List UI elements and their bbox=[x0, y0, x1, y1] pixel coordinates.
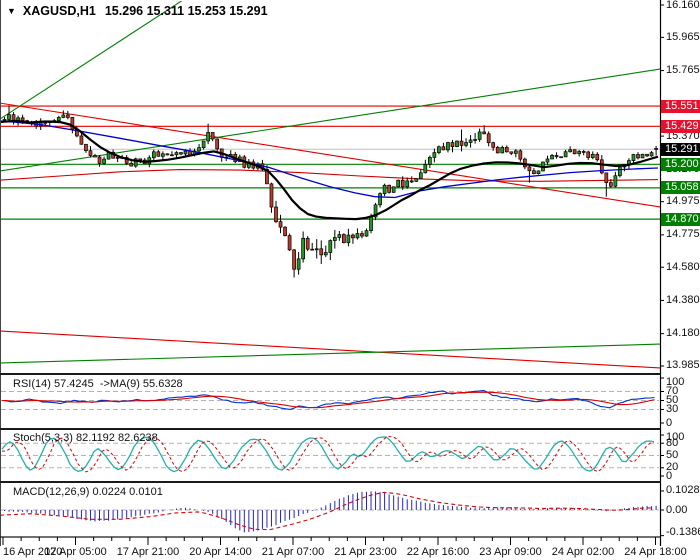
ohlc-readout: 15.296 15.311 15.253 15.291 bbox=[104, 4, 268, 18]
main-price-pane[interactable] bbox=[0, 0, 660, 369]
rsi-pane[interactable] bbox=[1, 389, 659, 410]
time-axis-label: 16 Apr 2020 bbox=[3, 546, 63, 558]
time-axis-label: 24 Apr 02:00 bbox=[551, 546, 615, 558]
rsi-indicator-label: RSI(14) 57.4245 ->MA(9) 55.6328 bbox=[13, 378, 183, 390]
indicator-scale-label: 0.1028 bbox=[666, 484, 700, 497]
price-tick-label: 14.775 bbox=[666, 228, 700, 241]
indicator-scale-label: 0 bbox=[666, 416, 673, 429]
indicator-scale-label: 100 bbox=[666, 376, 685, 388]
macd-pane[interactable] bbox=[0, 491, 659, 533]
time-axis-label: 22 Apr 16:00 bbox=[406, 546, 470, 558]
indicator-scale-label: 50 bbox=[666, 449, 679, 461]
price-badge: 15.058 bbox=[661, 181, 700, 195]
price-badge: 15.200 bbox=[661, 157, 700, 171]
indicator-scale-label: 70 bbox=[666, 385, 679, 397]
indicator-scale-label: -0.1386 bbox=[666, 526, 700, 538]
time-axis-label: 21 Apr 23:00 bbox=[334, 546, 397, 558]
price-tick-label: 14.380 bbox=[666, 293, 700, 306]
price-tick-label: 14.180 bbox=[666, 327, 700, 340]
chart-header: ▼ XAGUSD,H1 15.296 15.311 15.253 15.291 bbox=[7, 4, 268, 18]
stoch-pane[interactable] bbox=[1, 435, 659, 473]
indicator-scale-label: 20 bbox=[666, 461, 679, 474]
indicator-scale-label: 100 bbox=[666, 431, 685, 443]
price-tick-label: 15.965 bbox=[666, 30, 700, 43]
indicator-scale-label: 0.00 bbox=[666, 503, 688, 516]
time-axis-label: 24 Apr 18:00 bbox=[624, 546, 687, 558]
indicator-scale-label: 0 bbox=[666, 469, 673, 482]
price-tick-label: 14.580 bbox=[666, 260, 700, 273]
price-tick-label: 15.765 bbox=[666, 64, 700, 77]
indicator-scale-label: 50 bbox=[666, 394, 679, 406]
indicator-scale-label: 80 bbox=[666, 436, 679, 449]
symbol-timeframe-label: XAGUSD,H1 bbox=[22, 4, 96, 18]
price-tick-label: 14.975 bbox=[666, 195, 700, 208]
symbol-dropdown-icon[interactable]: ▼ bbox=[7, 6, 16, 16]
price-badge: 15.291 bbox=[661, 142, 700, 156]
time-axis-label: 17 Apr 21:00 bbox=[116, 546, 180, 558]
macd-indicator-label: MACD(12,26,9) 0.0224 0.0101 bbox=[13, 486, 163, 498]
indicator-scale-label: 30 bbox=[666, 403, 679, 415]
price-tick-label: 13.985 bbox=[666, 359, 700, 372]
price-tick-label: 16.160 bbox=[666, 0, 700, 11]
time-axis-label: 17 Apr 05:00 bbox=[44, 546, 107, 558]
price-badge: 15.551 bbox=[661, 99, 700, 113]
price-badge: 15.429 bbox=[661, 119, 700, 133]
stoch-indicator-label: Stoch(5,3,3) 82.1192 82.6238 bbox=[13, 432, 158, 444]
time-axis-label: 20 Apr 14:00 bbox=[189, 546, 252, 558]
price-badge: 14.870 bbox=[661, 212, 700, 226]
time-axis-label: 23 Apr 09:00 bbox=[479, 546, 542, 558]
time-axis-label: 21 Apr 07:00 bbox=[261, 546, 325, 558]
